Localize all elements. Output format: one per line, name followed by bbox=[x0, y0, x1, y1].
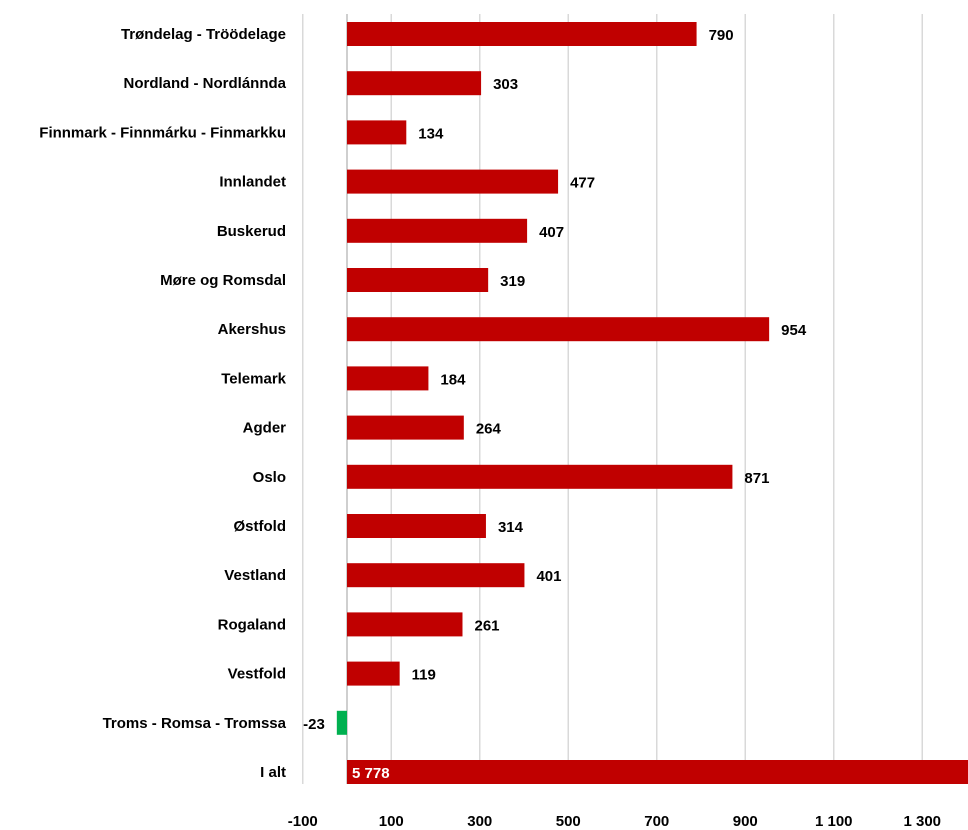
category-label: Innlandet bbox=[219, 174, 286, 191]
x-tick-label: 1 300 bbox=[903, 813, 941, 830]
value-label: -23 bbox=[303, 716, 325, 733]
x-tick-label: 900 bbox=[733, 813, 758, 830]
category-label: Møre og Romsdal bbox=[160, 272, 286, 289]
bar bbox=[347, 464, 733, 489]
value-label: 477 bbox=[570, 175, 595, 192]
x-tick-label: 300 bbox=[467, 813, 492, 830]
category-label: Akershus bbox=[218, 321, 286, 338]
value-label: 319 bbox=[500, 273, 525, 290]
bar bbox=[347, 71, 482, 96]
bar bbox=[347, 612, 463, 637]
bar bbox=[347, 317, 770, 342]
value-label: 119 bbox=[412, 667, 436, 684]
bar bbox=[347, 218, 528, 243]
category-label: Østfold bbox=[234, 518, 287, 535]
category-label: Telemark bbox=[221, 370, 286, 387]
value-label: 314 bbox=[498, 519, 524, 536]
category-label: Vestfold bbox=[228, 666, 286, 683]
x-tick-label: 500 bbox=[556, 813, 581, 830]
value-label: 954 bbox=[781, 322, 807, 339]
bar bbox=[347, 169, 559, 194]
category-label: Vestland bbox=[224, 567, 286, 584]
category-label: I alt bbox=[260, 764, 286, 781]
x-tick-label: 1 100 bbox=[815, 813, 853, 830]
value-label: 871 bbox=[744, 470, 769, 487]
value-label: 407 bbox=[539, 224, 564, 241]
bars bbox=[336, 22, 968, 784]
bar bbox=[347, 268, 489, 292]
value-label: 264 bbox=[476, 421, 502, 438]
bar bbox=[347, 563, 525, 588]
category-label: Finnmark - Finnmárku - Finmarkku bbox=[39, 124, 286, 141]
x-tick-label: 700 bbox=[644, 813, 669, 830]
bar bbox=[347, 760, 968, 784]
category-label: Trøndelag - Tröödelage bbox=[121, 26, 286, 43]
bar bbox=[347, 120, 407, 145]
value-label: 134 bbox=[418, 125, 444, 142]
category-label: Buskerud bbox=[217, 223, 286, 240]
value-label: 184 bbox=[440, 371, 466, 388]
value-label: 5 778 bbox=[352, 765, 390, 782]
category-label: Agder bbox=[243, 420, 287, 437]
value-label: 303 bbox=[493, 76, 518, 93]
bar bbox=[347, 661, 400, 686]
x-axis-tick-labels: -100 100 300 500 700 900 1 100 1 300 bbox=[288, 813, 941, 830]
value-label: 401 bbox=[536, 568, 561, 585]
x-tick-label: 100 bbox=[379, 813, 404, 830]
category-labels: Trøndelag - Tröödelage Nordland - Nordlán… bbox=[39, 26, 286, 781]
bar bbox=[336, 710, 347, 735]
value-labels: 790 303 134 477 407 319 954 184 264 871 314 401 261 1… bbox=[303, 27, 807, 782]
bar bbox=[347, 366, 429, 391]
value-label: 261 bbox=[474, 617, 499, 634]
category-label: Oslo bbox=[253, 469, 286, 486]
bar bbox=[347, 22, 697, 46]
x-tick-label: -100 bbox=[288, 813, 318, 830]
category-label: Nordland - Nordlánnda bbox=[124, 75, 287, 92]
bar bbox=[347, 415, 464, 440]
value-label: 790 bbox=[709, 27, 734, 44]
bar bbox=[347, 514, 486, 538]
category-label: Rogaland bbox=[218, 616, 286, 633]
category-label: Troms - Romsa - Tromssa bbox=[103, 715, 287, 732]
